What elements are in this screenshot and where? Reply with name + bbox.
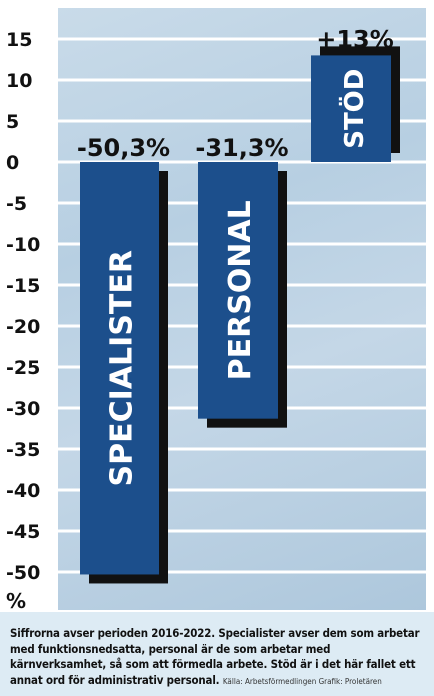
y-axis-unit: % [6,589,26,612]
y-tick-label: -5 [6,193,27,215]
caption-source: Källa: Arbetsförmedlingen Grafik: Prolet… [222,676,382,686]
y-tick-label: -25 [6,357,40,379]
y-tick-label: 15 [6,29,32,51]
data-labels: -50,3% -31,3% +13% [77,25,394,162]
y-tick-label: -15 [6,275,40,297]
bar-category-label: STÖD [337,69,370,149]
caption-text: Siffrorna avser perioden 2016-2022. Spec… [10,626,420,687]
bar-specialister [80,162,159,575]
y-tick-label: -10 [6,234,40,256]
data-label: -50,3% [77,134,170,162]
y-tick-label: -35 [6,439,40,461]
caption: Siffrorna avser perioden 2016-2022. Spec… [0,612,434,696]
y-tick-label: -20 [6,316,40,338]
y-tick-label: -45 [6,521,40,543]
y-tick-label: 0 [6,152,19,174]
y-axis-ticks: 15 10 5 0 -5 -10 -15 -20 -25 -30 -35 -40 -45 -50 [6,29,40,584]
bar-personal [198,162,278,419]
y-tick-label: 5 [6,111,19,133]
y-tick-label: -40 [6,480,40,502]
data-label: -31,3% [195,134,288,162]
y-tick-label: 10 [6,70,32,92]
bar-stöd [311,55,391,162]
bar-category-label: SPECIALISTER [105,250,140,486]
bars: SPECIALISTER PERSONAL STÖD [80,46,400,584]
data-label: +13% [316,25,394,53]
bar-category-label: PERSONAL [223,200,258,380]
y-tick-label: -50 [6,562,40,584]
bar-chart: 15 10 5 0 -5 -10 -15 -20 -25 -30 -35 -40 -45 -50 SPEC… [6,25,400,612]
y-tick-label: -30 [6,398,40,420]
